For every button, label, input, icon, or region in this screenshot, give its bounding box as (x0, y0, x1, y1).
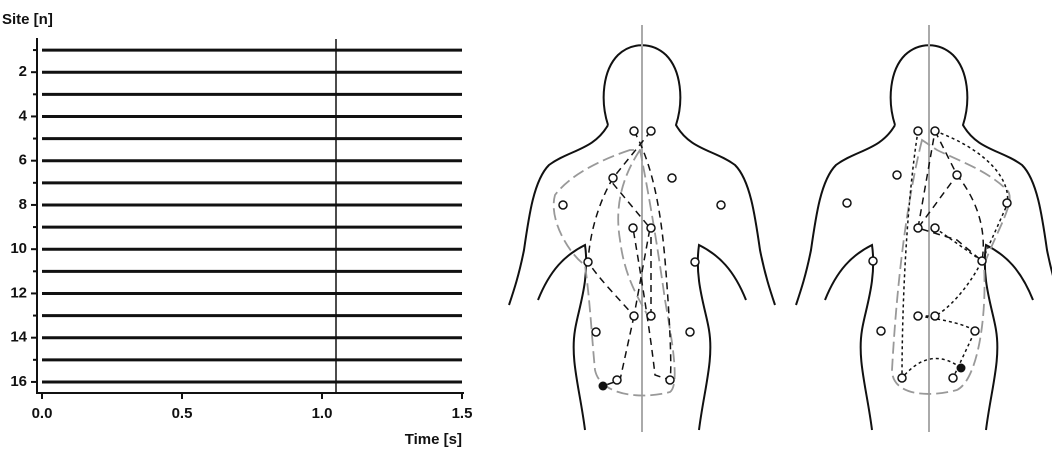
electrode (948, 373, 958, 383)
electrode (930, 311, 940, 321)
electrode (868, 256, 878, 266)
y-tick-label: 12 (10, 284, 27, 301)
electrode (977, 256, 987, 266)
electrode (897, 373, 907, 383)
electrode (628, 223, 638, 233)
electrode (646, 311, 656, 321)
electrode (591, 327, 601, 337)
body-diagram (508, 25, 776, 432)
x-tick-label: 0.5 (172, 405, 193, 422)
electrode (970, 326, 980, 336)
electrode (612, 375, 622, 385)
electrode (930, 126, 940, 136)
electrode (716, 200, 726, 210)
y-tick-label: 6 (19, 152, 27, 169)
electrode (913, 311, 923, 321)
electrode (690, 257, 700, 267)
y-tick-label: 10 (10, 240, 27, 257)
x-tick-label: 0.0 (32, 405, 53, 422)
electrode (665, 375, 675, 385)
electrode (646, 126, 656, 136)
body-diagram (795, 25, 1052, 432)
y-tick-label: 4 (19, 107, 28, 124)
x-axis-title: Time [s] (405, 431, 462, 448)
x-tick-label: 1.0 (312, 405, 333, 422)
electrode (646, 223, 656, 233)
x-tick-label: 1.5 (452, 405, 473, 422)
reference-electrode (956, 363, 966, 373)
electrode (558, 200, 568, 210)
electrode (685, 327, 695, 337)
electrode (892, 170, 902, 180)
electrode (667, 173, 677, 183)
electrode (913, 223, 923, 233)
y-tick-label: 2 (19, 63, 27, 80)
electrode (913, 126, 923, 136)
electrode (842, 198, 852, 208)
electrode (629, 126, 639, 136)
y-tick-label: 8 (19, 196, 27, 213)
y-axis-title: Site [n] (2, 11, 53, 28)
electrode (952, 170, 962, 180)
electrode (1002, 198, 1012, 208)
electrode (583, 257, 593, 267)
electrode (608, 173, 618, 183)
electrode (876, 326, 886, 336)
reference-electrode (598, 381, 608, 391)
y-tick-label: 16 (10, 373, 27, 390)
electrode (629, 311, 639, 321)
electrode (930, 223, 940, 233)
y-tick-label: 14 (10, 329, 27, 346)
